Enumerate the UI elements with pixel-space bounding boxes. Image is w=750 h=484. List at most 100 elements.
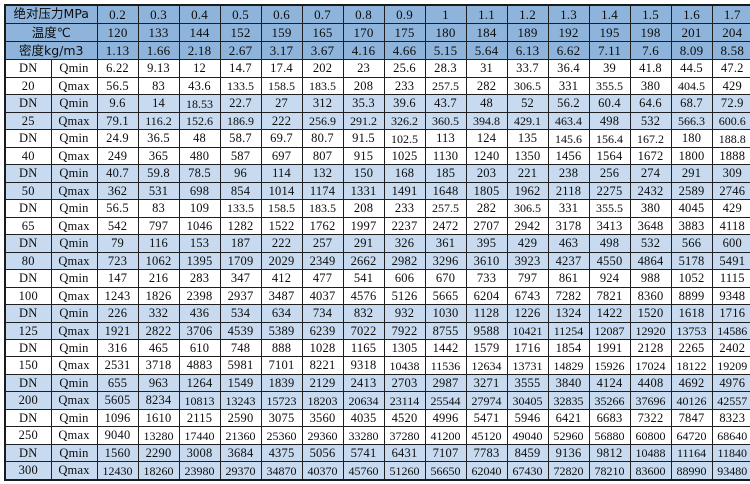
qmax-value-cell: 1395 <box>178 251 221 271</box>
qmax-value-cell: 2589 <box>670 181 713 201</box>
qmin-value-cell: 8323 <box>711 408 750 428</box>
qmax-label-cell: Qmax <box>50 111 98 131</box>
header-value-cell: 204 <box>711 23 750 43</box>
qmax-value-cell: 3296 <box>424 251 467 271</box>
qmin-value-cell: 534 <box>219 304 262 323</box>
qmin-value-cell: 361 <box>424 234 467 253</box>
qmax-value-cell: 2275 <box>588 181 631 201</box>
qmax-value-cell: 152.6 <box>178 111 221 131</box>
qmin-value-cell: 9.13 <box>137 59 180 78</box>
qmin-value-cell: 326 <box>383 234 426 253</box>
qmax-value-cell: 25360 <box>260 426 303 445</box>
dn-size-cell: 125 <box>4 321 52 340</box>
qmin-value-cell: 395 <box>465 234 508 253</box>
qmin-value-cell: 1560 <box>96 443 139 463</box>
qmax-value-cell: 17440 <box>178 426 221 445</box>
header-value-cell: 1 <box>424 4 467 25</box>
qmin-value-cell: 7322 <box>629 408 672 428</box>
qmin-value-cell: 56.2 <box>547 94 590 113</box>
qmax-value-cell: 9318 <box>342 356 385 375</box>
qmax-value-cell: 208 <box>342 76 385 96</box>
qmax-value-cell: 3923 <box>506 251 549 271</box>
qmin-value-cell: 18.53 <box>178 94 221 113</box>
qmax-value-cell: 30405 <box>506 391 549 410</box>
qmin-value-cell: 316 <box>96 338 139 358</box>
qmin-value-cell: 9136 <box>547 443 590 463</box>
qmax-value-cell: 365 <box>137 146 180 166</box>
header-value-cell: 1.1 <box>465 4 508 25</box>
qmin-value-cell: 2703 <box>383 373 426 393</box>
qmax-label-cell: Qmax <box>50 216 98 236</box>
qmin-value-cell: 33.7 <box>506 59 549 78</box>
dn-prefix-cell: DN <box>4 373 52 393</box>
qmax-value-cell: 249 <box>96 146 139 166</box>
qmax-value-cell: 37280 <box>383 426 426 445</box>
qmin-value-cell: 6421 <box>547 408 590 428</box>
qmin-value-cell: 3555 <box>506 373 549 393</box>
qmax-value-cell: 78210 <box>588 461 631 481</box>
table-row: DN Qmin 9.6 14 18.53 22.7 27 312 35.3 39.6 43.7 48 5… <box>4 94 750 113</box>
qmax-value-cell: 331 <box>547 76 590 96</box>
qmax-value-cell: 158.5 <box>260 76 303 96</box>
table-row: 25 Qmax 79.1 116.2 152.6 186.9 222 256.9 291.2 32… <box>4 111 750 131</box>
qmin-value-cell: 429 <box>711 199 750 218</box>
qmax-value-cell: 49040 <box>506 426 549 445</box>
qmax-value-cell: 7282 <box>547 286 590 306</box>
qmin-value-cell: 2290 <box>137 443 180 463</box>
header-value-cell: 1.13 <box>96 41 139 61</box>
qmin-value-cell: 291 <box>670 164 713 183</box>
header-value-cell: 189 <box>506 23 549 43</box>
qmin-value-cell: 3075 <box>260 408 303 428</box>
qmax-value-cell: 41200 <box>424 426 467 445</box>
qmax-value-cell: 3413 <box>588 216 631 236</box>
qmin-value-cell: 4408 <box>629 373 672 393</box>
dn-size-cell: 50 <box>4 181 52 201</box>
qmax-value-cell: 2118 <box>547 181 590 201</box>
qmax-label-cell: Qmax <box>50 76 98 96</box>
qmax-value-cell: 1491 <box>383 181 426 201</box>
qmax-value-cell: 8899 <box>670 286 713 306</box>
qmax-value-cell: 6743 <box>506 286 549 306</box>
qmin-value-cell: 1096 <box>96 408 139 428</box>
qmin-value-cell: 257.5 <box>424 199 467 218</box>
qmax-value-cell: 2237 <box>383 216 426 236</box>
qmin-value-cell: 22.7 <box>219 94 262 113</box>
qmin-value-cell: 932 <box>383 304 426 323</box>
qmin-value-cell: 28.3 <box>424 59 467 78</box>
header-row: 密度kg/m3 1.13 1.66 2.18 2.67 3.17 3.67 4.16 4.66 5… <box>4 41 750 61</box>
qmin-value-cell: 183.5 <box>301 199 344 218</box>
header-value-cell: 0.9 <box>383 4 426 25</box>
qmax-value-cell: 233 <box>383 76 426 96</box>
dn-size-cell: 150 <box>4 356 52 375</box>
table-row: DN Qmin 147 216 283 347 412 477 541 606 670 733 797 8… <box>4 269 750 288</box>
qmax-value-cell: 1025 <box>383 146 426 166</box>
qmin-value-cell: 2987 <box>424 373 467 393</box>
qmax-value-cell: 14829 <box>547 356 590 375</box>
qmax-value-cell: 56.5 <box>96 76 139 96</box>
qmin-value-cell: 566 <box>670 234 713 253</box>
qmax-value-cell: 10813 <box>178 391 221 410</box>
table-row: 250 Qmax 9040 13280 17440 21360 25360 29360 3328… <box>4 426 750 445</box>
qmin-value-cell: 1716 <box>711 304 750 323</box>
qmin-value-cell: 48 <box>465 94 508 113</box>
qmin-label-cell: Qmin <box>50 234 98 253</box>
qmin-value-cell: 14.7 <box>219 59 262 78</box>
qmax-value-cell: 32835 <box>547 391 590 410</box>
qmin-value-cell: 238 <box>547 164 590 183</box>
qmax-value-cell: 797 <box>137 216 180 236</box>
qmin-value-cell: 9.6 <box>96 94 139 113</box>
qmax-value-cell: 23980 <box>178 461 221 481</box>
qmin-value-cell: 733 <box>465 269 508 288</box>
qmin-value-cell: 35.3 <box>342 94 385 113</box>
qmax-value-cell: 429 <box>711 76 750 96</box>
qmin-value-cell: 1610 <box>137 408 180 428</box>
qmin-value-cell: 48 <box>178 129 221 148</box>
qmax-value-cell: 12634 <box>465 356 508 375</box>
qmax-label-cell: Qmax <box>50 426 98 445</box>
qmin-value-cell: 3560 <box>301 408 344 428</box>
qmax-value-cell: 2432 <box>629 181 672 201</box>
header-value-cell: 0.6 <box>260 4 303 25</box>
header-row: 绝对压力MPa 0.2 0.3 0.4 0.5 0.6 0.7 0.8 0.9 1 1.1 1.2 1.… <box>4 4 750 25</box>
qmax-value-cell: 566.3 <box>670 111 713 131</box>
qmin-value-cell: 610 <box>178 338 221 358</box>
